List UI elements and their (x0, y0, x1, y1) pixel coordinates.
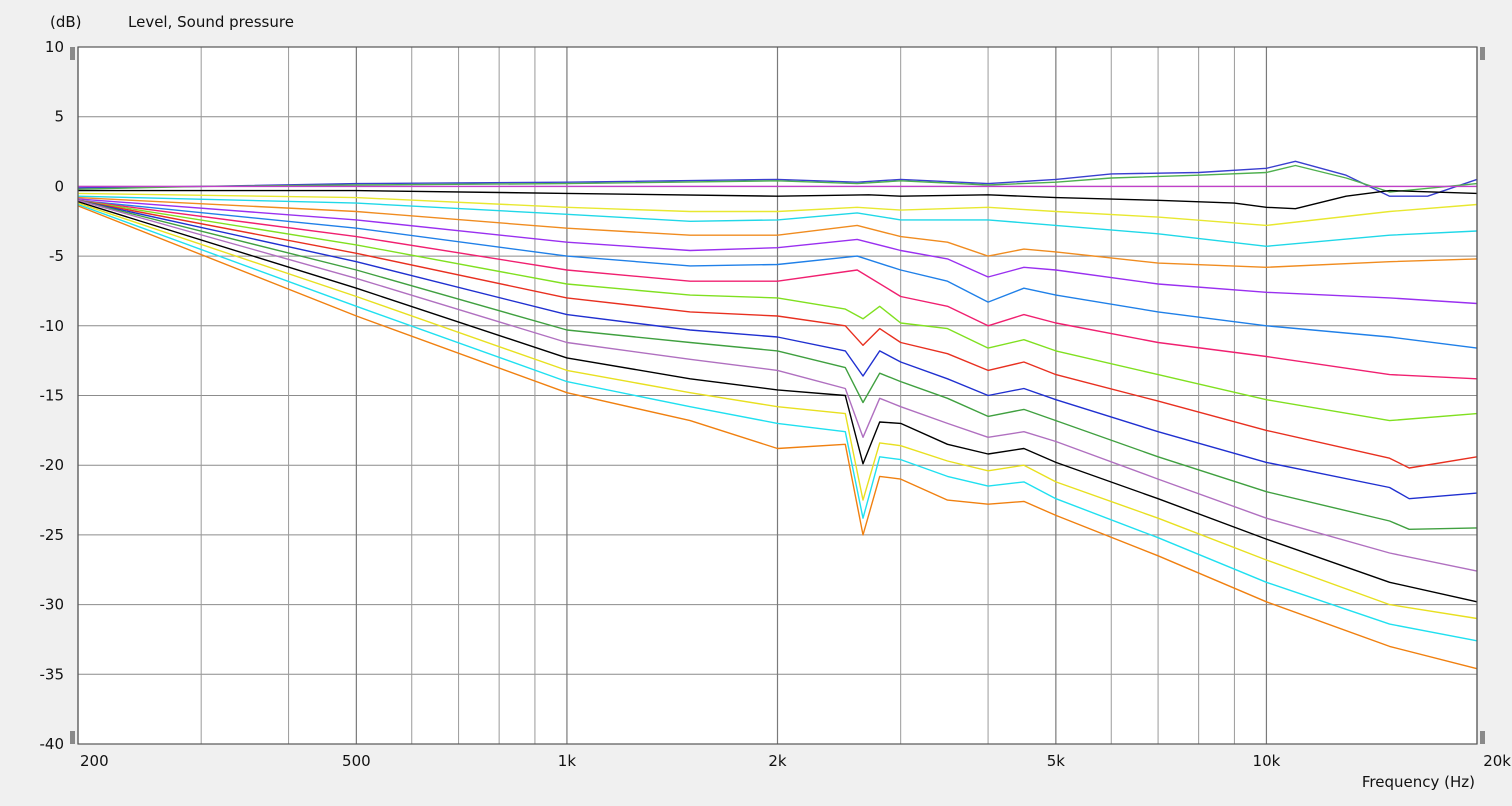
y-tick-label: -10 (40, 317, 65, 335)
chart-title: Level, Sound pressure (128, 13, 294, 31)
series-line-12 (77, 199, 1478, 469)
y-tick-label: -40 (40, 735, 65, 753)
y-tick-label: -30 (40, 596, 65, 614)
y-tick-label: -25 (40, 526, 65, 544)
series-line-14 (77, 199, 1478, 530)
series-line-10 (77, 199, 1478, 380)
y-range-handle-top (70, 47, 75, 60)
series-line-19 (77, 205, 1478, 670)
series-line-13 (77, 199, 1478, 500)
y-tick-label: 5 (54, 108, 64, 126)
x-tick-label: 1k (558, 752, 577, 770)
y-tick-label: -35 (40, 665, 65, 683)
x-axis-title: Frequency (Hz) (1362, 773, 1475, 791)
x-tick-label: 500 (342, 752, 371, 770)
y-tick-label: 0 (54, 177, 64, 195)
y-range-handle-bottom (70, 731, 75, 744)
series-line-11 (77, 199, 1478, 422)
y-range-handle-bottom-right (1480, 731, 1485, 744)
series-line-5 (77, 192, 1478, 227)
x-tick-label: 10k (1253, 752, 1281, 770)
series-line-17 (77, 202, 1478, 620)
x-tick-label: 200 (80, 752, 109, 770)
series-line-16 (77, 201, 1478, 603)
plot-border (77, 46, 1478, 745)
axes (70, 46, 1485, 745)
series-line-9 (77, 199, 1478, 349)
y-range-handle-top-right (1480, 47, 1485, 60)
x-tick-label: 20k (1483, 752, 1511, 770)
series-line-18 (77, 203, 1478, 642)
series-line-7 (77, 196, 1478, 268)
series-line-6 (77, 195, 1478, 247)
series-line-2 (77, 164, 1478, 193)
x-tick-label: 2k (768, 752, 787, 770)
series-line-15 (77, 199, 1478, 572)
y-tick-label: -20 (40, 456, 65, 474)
series-line-4 (78, 189, 1478, 210)
y-tick-label: -15 (40, 387, 65, 405)
tick-labels: 10 5 0 -5 -10 -15 -20 -25 -30 -35 -40 200 500 1k 2k 5k 1… (40, 38, 1512, 770)
y-tick-label: 10 (45, 38, 64, 56)
series-lines (77, 160, 1478, 670)
y-axis-unit: (dB) (50, 13, 82, 31)
x-tick-label: 5k (1047, 752, 1066, 770)
y-tick-label: -5 (49, 247, 64, 265)
series-line-8 (77, 198, 1478, 305)
